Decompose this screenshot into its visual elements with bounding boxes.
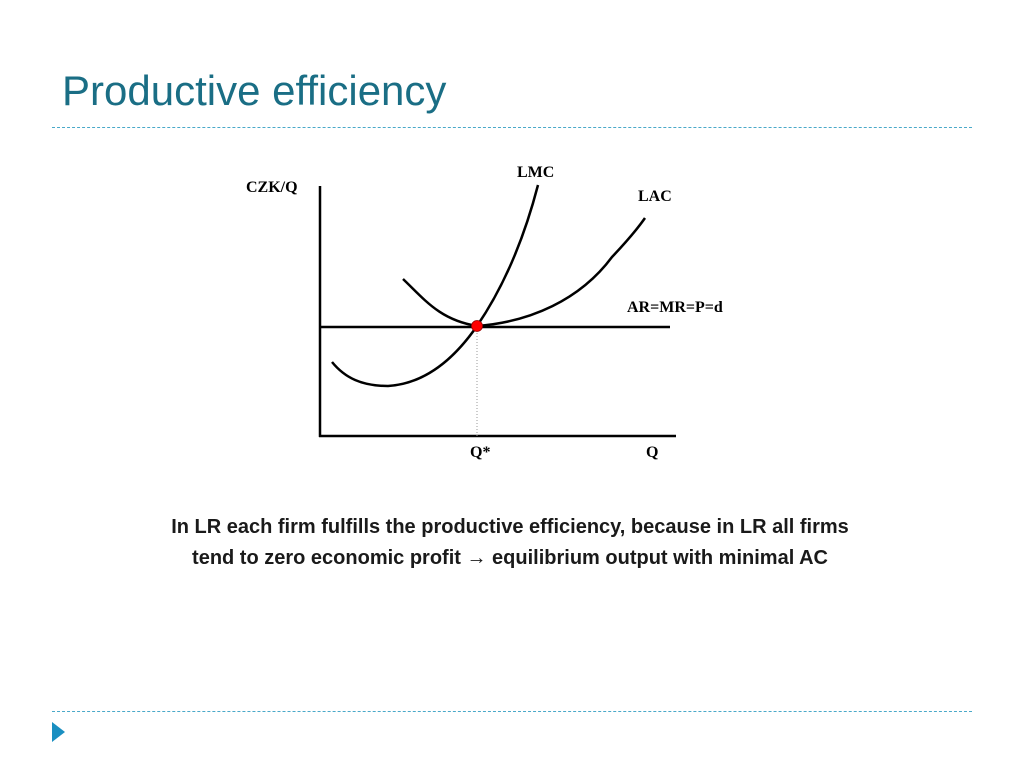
- play-triangle-icon: [52, 722, 65, 742]
- lmc-curve: [331, 184, 540, 388]
- lmc-label: LMC: [517, 164, 554, 181]
- demand-label: AR=MR=P=d: [627, 299, 723, 316]
- caption: In LR each firm fulfills the productive …: [100, 512, 920, 574]
- lac-curve: [402, 217, 647, 328]
- y-axis-label: CZK/Q: [246, 179, 298, 196]
- slide-title: Productive efficiency: [62, 67, 447, 114]
- footer-divider: [52, 711, 972, 712]
- equilibrium-quantity-label: Q*: [470, 444, 490, 461]
- caption-line-1: In LR each firm fulfills the productive …: [171, 516, 849, 538]
- x-axis-label: Q: [646, 444, 658, 461]
- title-divider: [52, 127, 972, 128]
- equilibrium-point: [471, 320, 483, 332]
- caption-line-2: tend to zero economic profit → equilibri…: [192, 547, 828, 569]
- lac-label: LAC: [638, 188, 672, 205]
